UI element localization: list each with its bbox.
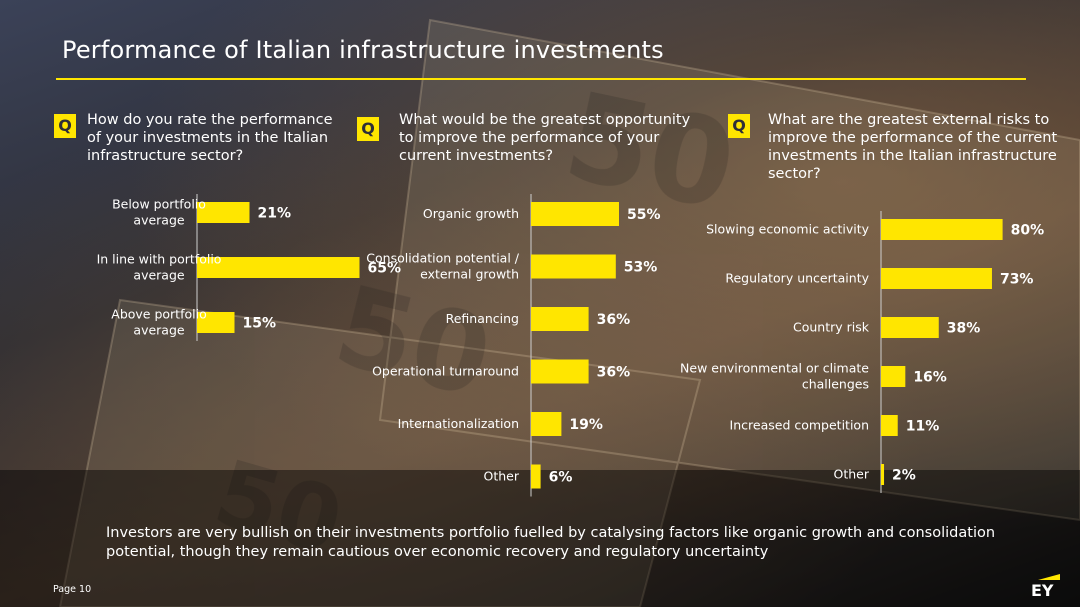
bar — [197, 257, 360, 278]
category-label: Refinancing — [446, 311, 519, 326]
category-label: Regulatory uncertainty — [725, 271, 869, 286]
data-label: 65% — [368, 261, 402, 277]
bar — [531, 307, 589, 331]
category-label: Consolidation potential / external growth — [366, 251, 519, 282]
data-label: 36% — [597, 312, 631, 328]
bar — [881, 268, 992, 289]
bar — [531, 464, 541, 489]
category-label: Other — [484, 469, 520, 484]
question-badge-3: Q — [728, 114, 750, 138]
category-label: Organic growth — [423, 206, 519, 221]
data-label: 6% — [549, 470, 573, 486]
question-3-text: What are the greatest external risks to … — [768, 112, 1058, 182]
bar — [881, 366, 906, 387]
bar — [881, 415, 898, 436]
question-badge-1: Q — [54, 114, 76, 138]
bar — [881, 317, 939, 338]
bar — [881, 464, 885, 485]
data-label: 19% — [569, 417, 603, 433]
question-badge-2: Q — [357, 117, 379, 141]
svg-text:EY: EY — [1031, 581, 1054, 598]
category-label: Other — [834, 467, 870, 482]
summary-text: Investors are very bullish on their inve… — [106, 525, 996, 560]
bar — [531, 202, 619, 226]
data-label: 11% — [906, 419, 940, 435]
category-label: In line with portfolio average — [97, 252, 222, 283]
data-label: 53% — [624, 260, 658, 276]
question-1-text: How do you rate the performance of your … — [87, 112, 333, 164]
data-label: 55% — [627, 207, 661, 223]
bar — [197, 312, 235, 333]
bar — [197, 202, 250, 223]
category-label: Below portfolio average — [112, 197, 206, 228]
category-label: New environmental or climate challenges — [680, 361, 869, 392]
page-number: Page 10 — [53, 584, 92, 595]
data-label: 15% — [243, 316, 277, 332]
category-label: Country risk — [793, 320, 870, 335]
external-risks-chart: 80% Slowing economic activity 73% Regulator… — [680, 211, 1045, 493]
category-label: Above portfolio average — [111, 307, 206, 338]
data-label: 80% — [1011, 223, 1045, 239]
data-label: 16% — [913, 370, 947, 386]
bar — [531, 412, 562, 436]
data-label: 2% — [892, 468, 916, 484]
title-divider — [56, 78, 1026, 80]
data-label: 21% — [258, 206, 292, 222]
category-label: Increased competition — [730, 418, 869, 433]
bar — [881, 219, 1003, 240]
ey-logo-icon: EY — [1031, 574, 1060, 598]
performance-rating-chart: 21% Below portfolio average 65% In line with… — [97, 194, 401, 341]
data-label: 38% — [947, 321, 981, 337]
category-label: Operational turnaround — [372, 364, 519, 379]
page-title: Performance of Italian infrastructure in… — [62, 36, 664, 64]
data-label: 73% — [1000, 272, 1034, 288]
category-label: Slowing economic activity — [706, 222, 870, 237]
opportunity-chart: 55% Organic growth 53% Consolidation potent… — [366, 194, 661, 497]
category-label: Internationalization — [398, 416, 519, 431]
bar — [531, 359, 589, 384]
data-label: 36% — [597, 365, 631, 381]
question-2-text: What would be the greatest opportunity t… — [399, 112, 691, 164]
bar — [531, 254, 616, 279]
